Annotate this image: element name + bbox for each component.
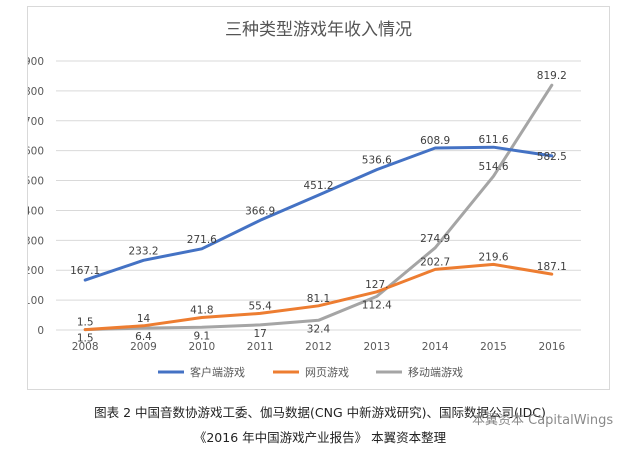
figure-caption-line-2: 《2016 年中国游戏产业报告》 本翼资本整理: [193, 430, 447, 445]
series-line-1: [83, 262, 554, 332]
y-tick-label: 200: [28, 265, 44, 277]
data-label: 6.4: [135, 331, 152, 343]
data-label: 366.9: [245, 205, 275, 217]
y-tick-label: 500: [28, 176, 44, 188]
x-tick-label: 2009: [130, 341, 157, 353]
data-label: 514.6: [478, 161, 508, 173]
data-label: 219.6: [478, 251, 508, 263]
y-tick-label: 800: [28, 86, 44, 98]
legend-label: 网页游戏: [305, 366, 349, 379]
data-label: 1.5: [77, 317, 94, 329]
series-line-2: [83, 83, 554, 332]
x-tick-label: 2010: [188, 341, 215, 353]
data-label: 81.1: [307, 293, 330, 305]
data-label: 55.4: [248, 300, 272, 312]
data-label: 233.2: [128, 245, 158, 257]
data-label: 608.9: [420, 135, 450, 147]
y-tick-label: 100: [28, 295, 44, 307]
y-tick-label: 0: [37, 325, 44, 337]
data-label: 41.8: [190, 305, 213, 317]
data-label: 14: [137, 313, 151, 325]
y-tick-label: 600: [28, 146, 44, 158]
data-label: 536.6: [362, 155, 392, 167]
y-tick-label: 900: [28, 56, 44, 68]
y-tick-label: 300: [28, 235, 44, 247]
legend-label: 移动端游戏: [408, 366, 463, 379]
x-tick-label: 2008: [72, 341, 99, 353]
x-tick-label: 2015: [480, 341, 507, 353]
chart-frame: 三种类型游戏年收入情况 0 100 200 300 400 500 600 700 800 900 2…: [27, 6, 610, 390]
figure-caption-line-1: 图表 2 中国音数协游戏工委、伽马数据(CNG 中新游戏研究)、国际数据公司(I…: [94, 405, 546, 420]
line-chart: 三种类型游戏年收入情况 0 100 200 300 400 500 600 700 800 900 2…: [28, 20, 581, 379]
data-label: 167.1: [70, 265, 100, 277]
x-tick-label: 2012: [305, 341, 332, 353]
legend-label: 客户端游戏: [190, 365, 245, 379]
x-tick-label: 2011: [247, 341, 274, 353]
data-label: 202.7: [420, 256, 450, 268]
watermark-text: 本翼资本 CapitalWings: [472, 413, 614, 428]
x-tick-label: 2016: [538, 341, 565, 353]
data-label: 127.: [365, 279, 388, 291]
data-label: 274.9: [420, 233, 450, 245]
data-label: 112.4: [362, 299, 392, 311]
series-line-0: [83, 145, 554, 282]
data-label: 819.2: [537, 70, 567, 82]
data-label: 271.6: [187, 234, 217, 246]
y-tick-label: 400: [28, 205, 44, 217]
data-label: 1.5: [77, 333, 94, 345]
x-tick-label: 2013: [363, 341, 390, 353]
data-label: 32.4: [307, 323, 331, 335]
data-label: 187.1: [537, 261, 567, 273]
data-label: 451.2: [303, 180, 333, 192]
data-label: 582.5: [537, 151, 567, 163]
y-tick-label: 700: [28, 116, 44, 128]
data-label: 17: [253, 328, 266, 340]
data-label: 611.6: [478, 134, 508, 146]
chart-title: 三种类型游戏年收入情况: [225, 20, 412, 40]
data-label: 9.1: [193, 330, 210, 342]
x-tick-label: 2014: [422, 341, 449, 353]
